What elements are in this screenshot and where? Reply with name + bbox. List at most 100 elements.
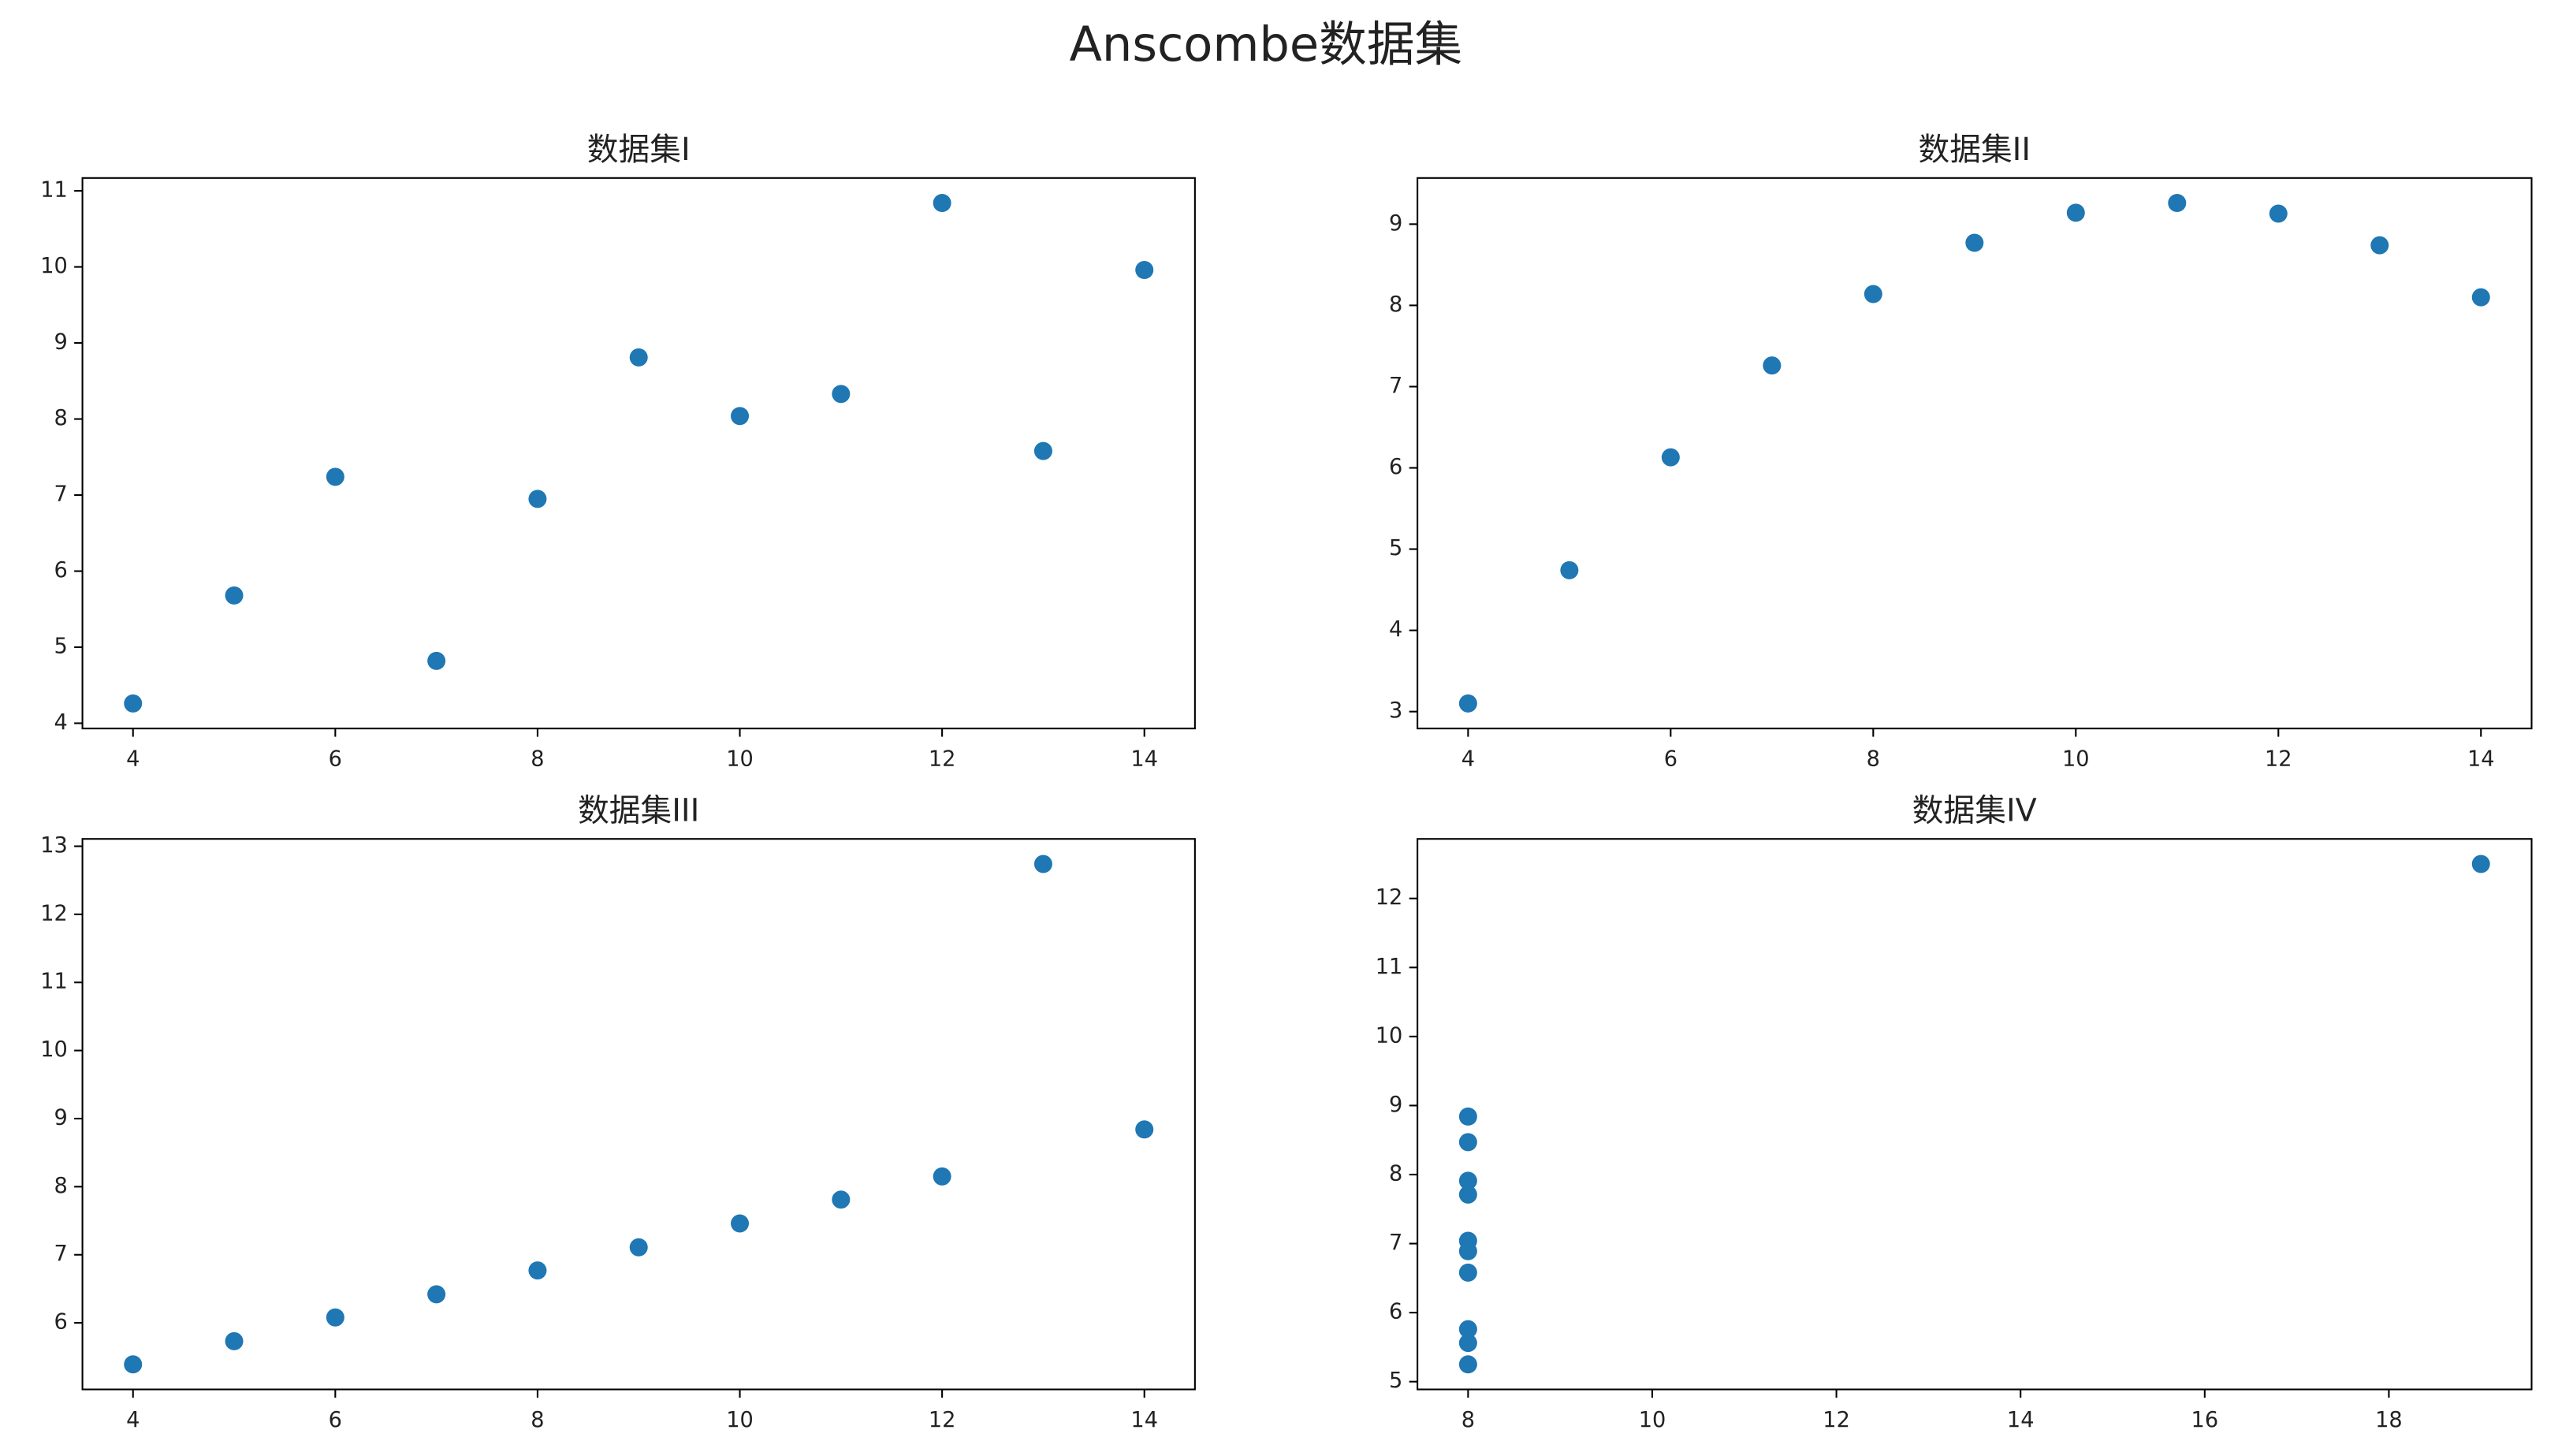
x-tick-label: 14 <box>2007 1408 2035 1432</box>
x-tick-label: 10 <box>2062 747 2090 771</box>
point <box>1033 855 1052 873</box>
y-tick-label: 6 <box>54 1310 67 1335</box>
x-tick-label: 12 <box>2265 747 2292 771</box>
point <box>225 586 244 605</box>
point <box>1458 694 1477 713</box>
y-tick-label: 7 <box>54 1242 67 1266</box>
x-tick-label: 4 <box>1461 747 1475 771</box>
y-tick-label: 9 <box>1389 211 1402 236</box>
y-tick-label: 7 <box>1389 374 1402 398</box>
y-tick-label: 11 <box>40 970 68 994</box>
x-tick-label: 12 <box>929 747 956 771</box>
point <box>1458 1242 1477 1261</box>
x-tick-label: 16 <box>2191 1408 2219 1432</box>
point <box>427 651 446 670</box>
point <box>1458 1133 1477 1152</box>
point <box>1458 1171 1477 1190</box>
point <box>1458 1263 1477 1282</box>
subplot-title: 数据集III <box>578 792 699 829</box>
x-tick-label: 8 <box>1461 1408 1475 1432</box>
point <box>1135 1120 1154 1139</box>
y-tick-label: 10 <box>40 254 68 278</box>
point <box>1458 1185 1477 1204</box>
x-tick-label: 12 <box>929 1408 956 1432</box>
point <box>2370 236 2389 255</box>
point <box>1458 1107 1477 1126</box>
point <box>832 1190 851 1209</box>
point <box>1965 233 1984 252</box>
x-tick-label: 8 <box>531 747 544 771</box>
point <box>225 1331 244 1350</box>
axes-frame <box>81 838 1196 1391</box>
x-tick-label: 8 <box>1867 747 1880 771</box>
point <box>1560 560 1579 579</box>
y-tick-label: 7 <box>54 482 67 507</box>
point <box>326 1308 344 1327</box>
subplot-title: 数据集II <box>1919 132 2031 168</box>
x-tick-label: 10 <box>1639 1408 1666 1432</box>
y-tick-label: 11 <box>1376 955 1403 979</box>
point <box>1135 260 1154 279</box>
point <box>629 1238 648 1257</box>
subplot-title: 数据集I <box>587 132 691 168</box>
x-tick-label: 10 <box>726 1408 754 1432</box>
point <box>1033 441 1052 460</box>
y-tick-label: 8 <box>1389 1161 1402 1186</box>
x-tick-label: 4 <box>126 747 140 771</box>
point <box>933 1167 951 1186</box>
point <box>731 1214 750 1233</box>
x-tick-label: 4 <box>126 1408 140 1432</box>
y-tick-label: 6 <box>54 558 67 583</box>
y-tick-label: 9 <box>1389 1093 1402 1117</box>
point <box>427 1285 446 1304</box>
point <box>124 694 143 713</box>
y-tick-label: 6 <box>1389 1300 1402 1324</box>
y-tick-label: 12 <box>1376 885 1403 910</box>
y-tick-label: 6 <box>1389 455 1402 479</box>
point <box>326 467 344 486</box>
point <box>731 407 750 426</box>
figure-title: Anscombe数据集 <box>1069 17 1462 73</box>
point <box>629 348 648 367</box>
point <box>1458 1355 1477 1374</box>
x-tick-label: 14 <box>1130 1408 1158 1432</box>
y-tick-label: 9 <box>54 1105 67 1130</box>
x-tick-label: 12 <box>1823 1408 1850 1432</box>
x-tick-label: 14 <box>1130 747 1158 771</box>
point <box>2168 194 2187 213</box>
y-tick-label: 8 <box>1389 292 1402 317</box>
y-tick-label: 13 <box>40 833 68 858</box>
point <box>1661 448 1680 467</box>
point <box>2471 288 2490 307</box>
point <box>124 1355 143 1374</box>
axes-frame <box>1417 177 2533 730</box>
x-tick-label: 6 <box>329 1408 342 1432</box>
y-tick-label: 8 <box>54 1174 67 1198</box>
axes-frame <box>81 177 1196 730</box>
x-tick-label: 6 <box>1664 747 1677 771</box>
x-tick-label: 8 <box>531 1408 544 1432</box>
y-tick-label: 10 <box>1376 1023 1403 1048</box>
y-tick-label: 9 <box>54 330 67 355</box>
y-tick-label: 5 <box>1389 536 1402 560</box>
y-tick-label: 5 <box>54 634 67 658</box>
point <box>933 194 951 213</box>
point <box>2471 855 2490 873</box>
axes-frame <box>1417 838 2533 1391</box>
point <box>2269 204 2288 223</box>
x-tick-label: 14 <box>2467 747 2495 771</box>
x-tick-label: 6 <box>329 747 342 771</box>
point <box>2066 203 2085 222</box>
y-tick-label: 10 <box>40 1037 68 1062</box>
point <box>1763 356 1782 375</box>
y-tick-label: 11 <box>40 178 68 203</box>
y-tick-label: 8 <box>54 406 67 430</box>
y-tick-label: 12 <box>40 901 68 925</box>
y-tick-label: 4 <box>54 710 67 735</box>
point <box>528 490 547 508</box>
y-tick-label: 4 <box>1389 617 1402 642</box>
subplot-title: 数据集IV <box>1912 792 2037 829</box>
point <box>1458 1320 1477 1339</box>
point <box>1458 1334 1477 1353</box>
